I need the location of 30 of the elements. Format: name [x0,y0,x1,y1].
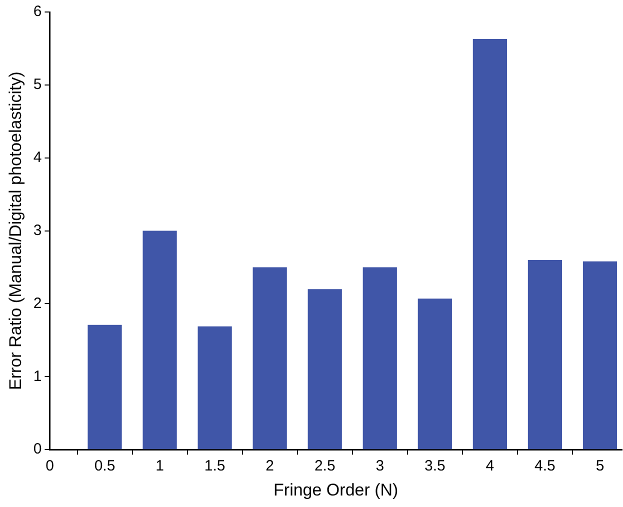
bar [362,267,397,450]
bar [198,326,232,450]
x-tick-label: 3.5 [424,458,446,475]
y-axis-title: Error Ratio (Manual/Digital photoelasticity) [6,72,25,390]
bar [582,261,618,450]
x-tick-label: 2 [266,458,274,475]
x-tick-label: 3 [376,458,384,475]
bar [418,298,452,450]
x-tick-label: 0.5 [94,458,116,475]
x-axis-title: Fringe Order (N) [274,480,398,500]
bar [252,267,287,450]
y-tick-label: 4 [33,149,42,166]
x-tick-label: 5 [596,458,604,475]
x-tick-label: 2.5 [314,458,336,475]
x-tick-label: 0 [46,458,54,475]
x-tick-label: 4 [486,458,494,475]
y-tick-label: 1 [33,368,42,385]
x-tick-label: 4.5 [534,458,556,475]
bar [472,38,507,450]
x-tick-label: 1 [156,458,164,475]
bar [308,289,342,450]
bar [528,260,562,450]
y-tick-label: 2 [33,294,42,312]
x-tick-label: 1.5 [204,458,226,475]
y-tick-label: 3 [33,222,42,239]
y-tick-label: 6 [33,3,42,20]
bar [142,230,177,450]
bar [88,324,122,450]
y-tick-label: 5 [33,76,42,94]
y-tick-label: 0 [33,440,42,458]
